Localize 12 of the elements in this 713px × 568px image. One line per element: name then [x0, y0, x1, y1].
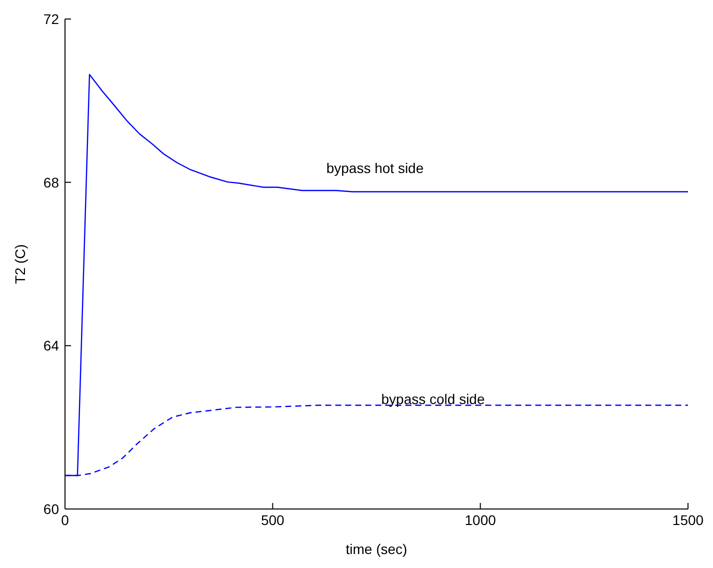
y-axis-title: T2 (C)	[12, 244, 28, 284]
y-tick-label: 64	[43, 338, 60, 354]
annotation: bypass cold side	[381, 391, 485, 407]
x-axis-title: time (sec)	[346, 541, 408, 557]
x-tick-label: 1500	[672, 512, 704, 528]
x-tick-label: 1000	[464, 512, 496, 528]
y-tick-label: 68	[43, 174, 60, 190]
annotation: bypass hot side	[326, 160, 424, 176]
x-tick-label: 500	[260, 512, 285, 528]
y-tick-label: 72	[43, 10, 60, 27]
y-tick-label: 60	[43, 500, 60, 517]
x-tick-label: 0	[61, 512, 70, 528]
